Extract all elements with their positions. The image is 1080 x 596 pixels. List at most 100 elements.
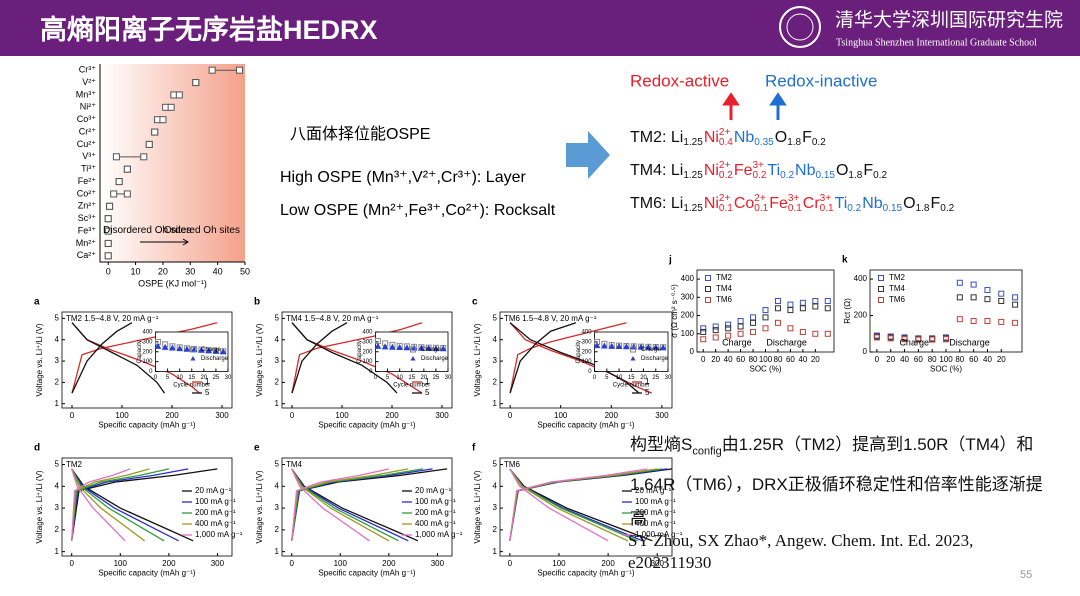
x-tick-label: 5	[386, 375, 390, 381]
school-name-cn: 清华大学深圳国际研究生院	[835, 9, 1063, 31]
y-tick-label: 400	[142, 330, 153, 336]
marker	[970, 294, 977, 301]
element-group: Nb 0.15	[795, 162, 836, 180]
element-group: Ti 0.2	[835, 195, 863, 213]
x-tick-label: 300	[655, 411, 669, 420]
x-tick-label: 100	[334, 559, 348, 568]
marker	[970, 281, 977, 288]
x-tick-label: 0	[875, 355, 880, 364]
element: Fe	[733, 162, 753, 180]
category-label: Fe³⁺	[78, 225, 97, 235]
curve	[71, 468, 170, 542]
indices: 0.2	[873, 161, 887, 181]
y-tick-label: 100	[582, 359, 593, 365]
element-group: Co 2+ 0.1	[734, 193, 769, 214]
ospe-heading: 八面体择位能OSPE	[290, 125, 430, 143]
redox-inactive-label: Redox-inactive	[765, 71, 877, 90]
element-group: F 0.2	[930, 195, 955, 213]
legend-swatch	[630, 346, 636, 353]
element: F	[930, 195, 941, 213]
y-tick-label: 300	[142, 339, 153, 345]
x-tick-label: 80	[749, 355, 758, 364]
marker	[700, 328, 707, 335]
marker	[774, 305, 781, 312]
x-axis-label: Cycle number	[173, 382, 210, 388]
indices: 2+ 0.4	[719, 128, 733, 148]
marker	[712, 323, 719, 330]
subscript: 1.8	[848, 170, 863, 181]
legend-label: 20 mA g⁻¹	[415, 486, 452, 495]
curve	[71, 468, 218, 542]
y-tick-label: 2	[55, 525, 60, 534]
legend-label: 1,000 mA g⁻¹	[415, 530, 463, 539]
axis	[99, 64, 245, 263]
legend-swatch	[630, 356, 636, 361]
category-label: V²⁺	[82, 77, 96, 87]
x-tick-label: 0	[154, 375, 158, 381]
x-tick-label: 60	[969, 355, 978, 364]
element-group: Ni 2+ 0.1	[704, 194, 734, 214]
element-group: O 1.8	[836, 161, 863, 181]
subscript: 1.8	[787, 137, 802, 148]
y-tick-label: 3	[493, 356, 498, 365]
y-tick-label: 4	[275, 481, 280, 490]
category-label: Cr³⁺	[79, 65, 96, 75]
y-tick-label: 0	[863, 347, 868, 356]
x-tick-label: 20	[886, 355, 895, 364]
y-tick-label: 1	[493, 399, 498, 408]
y-tick-label: 2	[275, 525, 280, 534]
y-axis-label: Voltage vs. Li⁺/Li (V)	[35, 470, 44, 543]
range-high	[106, 202, 114, 210]
marker	[737, 323, 744, 330]
x-tick-label: 300	[435, 411, 449, 420]
x-tick-label: 25	[433, 375, 440, 381]
legend-label: 20 mA g⁻¹	[195, 486, 232, 495]
x-axis-label: Cycle number	[613, 382, 650, 388]
element: O	[774, 129, 788, 147]
formula-name: TM6:	[630, 195, 671, 213]
x-tick-label: 200	[162, 559, 176, 568]
y-tick-label: 2	[55, 378, 60, 387]
ospe-low: Low OSPE (Mn²⁺,Fe³⁺,Co²⁺): Rocksalt	[280, 202, 556, 219]
element-group: Nb 0.35	[734, 129, 775, 147]
marker	[205, 347, 213, 354]
marker	[725, 332, 732, 339]
marker	[439, 345, 447, 352]
element: Li	[670, 195, 684, 213]
x-tick-label: 25	[652, 375, 659, 381]
blue-arrow	[769, 92, 787, 120]
y-tick-label: 1	[55, 547, 60, 556]
y-tick-label: 5	[275, 460, 280, 469]
x-tick-label: 200	[385, 411, 399, 420]
x-tick-label: 100	[115, 411, 129, 420]
marker	[901, 336, 908, 343]
x-tick-label: 0	[70, 411, 75, 420]
legend-swatch	[190, 356, 196, 361]
panel-title: TM4	[286, 460, 303, 469]
y-tick-label: 0	[690, 347, 695, 356]
y-tick-label: 2	[275, 378, 280, 387]
indices: 1.8	[848, 161, 862, 181]
school-name-en: Tsinghua Shenzhen International Graduate…	[836, 37, 1037, 48]
marker	[725, 321, 732, 328]
category-label: Co²⁺	[77, 188, 97, 198]
annotation-arrow	[140, 238, 189, 246]
x-tick-label: 300	[211, 559, 225, 568]
subscript: 0.1	[754, 203, 769, 214]
panel-title: TM2	[66, 460, 83, 469]
y-tick-label: 3	[55, 503, 60, 512]
range-high	[236, 66, 244, 74]
marker	[956, 316, 963, 323]
legend-swatch	[190, 346, 196, 353]
category-label: Ni²⁺	[80, 102, 96, 112]
marker	[812, 330, 819, 337]
superscript: 3+	[819, 193, 832, 204]
subscript: 0.15	[882, 203, 903, 214]
superscript: 2+	[754, 193, 766, 204]
x-tick-label: 100	[759, 355, 773, 364]
x-tick-label: 100	[114, 559, 128, 568]
marker	[403, 344, 411, 351]
range-high	[104, 215, 112, 223]
x-tick-label: 100	[335, 411, 349, 420]
